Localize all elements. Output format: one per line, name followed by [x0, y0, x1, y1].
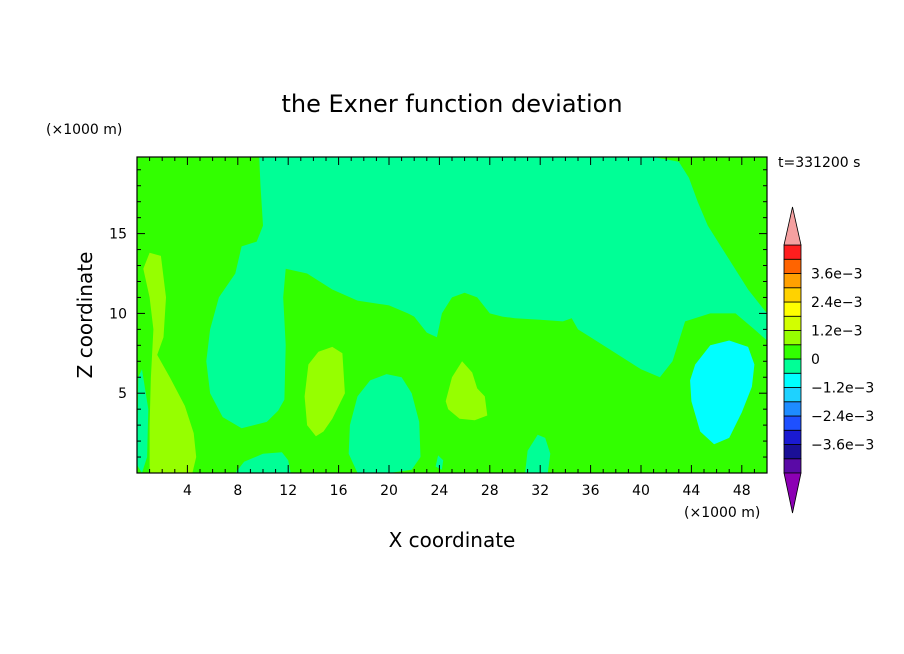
colorbar-tick-label: 1.2e−3	[811, 324, 863, 340]
x-tick-label: 28	[481, 483, 499, 499]
colorbar-swatch	[783, 372, 802, 388]
x-axis-label: X coordinate	[389, 528, 516, 552]
y-axis-unit: (×1000 m)	[46, 122, 122, 138]
colorbar-tick-label: −3.6e−3	[811, 438, 874, 454]
x-tick-label: 16	[330, 483, 348, 499]
time-label: t=331200 s	[778, 155, 860, 171]
contour-region-3	[235, 452, 291, 473]
colorbar-swatch	[783, 315, 802, 331]
x-tick-label: 24	[430, 483, 448, 499]
colorbar-swatch	[783, 301, 802, 317]
x-tick-label: 8	[233, 483, 242, 499]
colorbar-swatch	[783, 458, 802, 474]
colorbar-swatch	[783, 244, 802, 260]
chart-title: the Exner function deviation	[281, 90, 622, 118]
contour-fill-layer	[137, 157, 767, 473]
colorbar-swatch	[783, 258, 802, 274]
colorbar-swatch	[783, 401, 802, 417]
x-tick-label: 40	[632, 483, 650, 499]
x-axis: 4 8 12 16 20 24 28 32 36 40 44 48	[149, 157, 755, 499]
x-tick-label: 4	[183, 483, 192, 499]
x-tick-label: 48	[733, 483, 751, 499]
y-tick-label: 10	[109, 306, 127, 322]
colorbar-tick-label: −1.2e−3	[811, 381, 874, 397]
x-tick-label: 36	[582, 483, 600, 499]
contour-region-7	[690, 340, 755, 445]
colorbar: 3.6e−3 2.4e−3 1.2e−3 0 −1.2e−3 −2.4e−3 −3.6e−3	[783, 206, 874, 514]
colorbar-swatch	[783, 287, 802, 303]
contour-region-6	[137, 369, 149, 473]
x-tick-label: 20	[380, 483, 398, 499]
colorbar-tick-label: 0	[811, 352, 820, 368]
contour-region-9	[304, 346, 345, 437]
y-tick-label: 15	[109, 227, 127, 243]
colorbar-swatch	[783, 273, 802, 289]
contour-region-8	[143, 252, 197, 473]
x-tick-label: 12	[279, 483, 297, 499]
colorbar-tick-label: 2.4e−3	[811, 295, 863, 311]
colorbar-swatch	[783, 444, 802, 460]
colorbar-swatch	[783, 344, 802, 360]
colorbar-tick-label: −2.4e−3	[811, 409, 874, 425]
colorbar-swatch	[783, 387, 802, 403]
colorbar-swatch	[783, 330, 802, 346]
y-tick-label: 5	[118, 386, 127, 402]
colorbar-under-arrow	[783, 472, 802, 514]
colorbar-swatch	[783, 429, 802, 445]
colorbar-over-arrow	[783, 206, 802, 246]
x-axis-unit: (×1000 m)	[684, 505, 760, 521]
colorbar-swatch	[783, 358, 802, 374]
x-tick-label: 32	[531, 483, 549, 499]
contour-region-4	[525, 434, 551, 473]
contour-region-10	[445, 361, 488, 421]
y-axis-label: Z coordinate	[73, 252, 97, 379]
colorbar-tick-label: 3.6e−3	[811, 267, 863, 283]
contour-region-2	[348, 374, 421, 473]
colorbar-swatch	[783, 415, 802, 431]
y-axis: 5 10 15	[109, 169, 767, 458]
contour-region-1	[206, 157, 767, 429]
x-tick-label: 44	[682, 483, 700, 499]
contour-region-5	[435, 455, 444, 470]
